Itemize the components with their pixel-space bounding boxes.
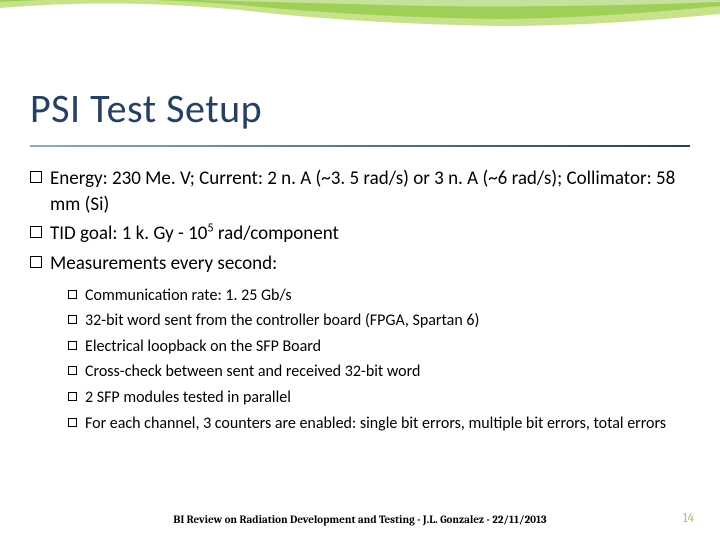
bullet-l1: TID goal: 1 k. Gy - 105 rad/component [30,221,690,247]
bullet-text: 32-bit word sent from the controller boa… [85,310,690,332]
square-bullet-icon [68,290,77,299]
bullet-l2: Electrical loopback on the SFP Board [68,336,690,358]
slide-title: PSI Test Setup [30,84,690,133]
bullet-text: Energy: 230 Me. V; Current: 2 n. A (~3. … [50,166,690,217]
title-underline [30,145,690,147]
footer-text: BI Review on Radiation Development and T… [0,513,720,526]
bullet-l2: Cross-check between sent and received 32… [68,361,690,383]
bullet-text: Communication rate: 1. 25 Gb/s [85,285,690,307]
square-bullet-icon [68,418,77,427]
bullet-text: Cross-check between sent and received 32… [85,361,690,383]
header-swoosh [0,0,720,70]
square-bullet-icon [30,226,42,238]
bullet-l1: Energy: 230 Me. V; Current: 2 n. A (~3. … [30,166,690,217]
bullet-text: Electrical loopback on the SFP Board [85,336,690,358]
square-bullet-icon [30,171,42,183]
bullet-text: Measurements every second: [50,251,690,277]
bullet-text: 2 SFP modules tested in parallel [85,387,690,409]
page-number: 14 [683,511,694,526]
bullet-text: TID goal: 1 k. Gy - 105 rad/component [50,221,690,247]
bullet-l1: Measurements every second: [30,251,690,277]
bullet-l2: For each channel, 3 counters are enabled… [68,413,690,435]
bullet-l2: 32-bit word sent from the controller boa… [68,310,690,332]
square-bullet-icon [68,366,77,375]
bullet-list-level2: Communication rate: 1. 25 Gb/s 32-bit wo… [68,285,690,435]
bullet-text: For each channel, 3 counters are enabled… [85,413,690,435]
square-bullet-icon [68,315,77,324]
square-bullet-icon [68,392,77,401]
bullet-l2: 2 SFP modules tested in parallel [68,387,690,409]
bullet-list-level1: Energy: 230 Me. V; Current: 2 n. A (~3. … [30,166,690,434]
square-bullet-icon [68,341,77,350]
square-bullet-icon [30,256,42,268]
bullet-l2: Communication rate: 1. 25 Gb/s [68,285,690,307]
